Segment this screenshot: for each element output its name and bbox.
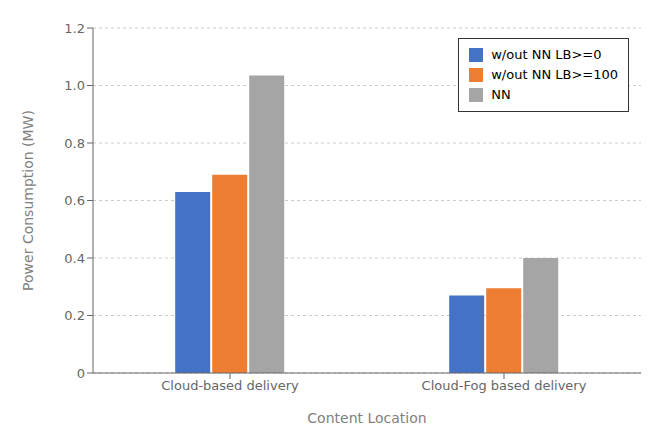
html-text:NN: NN <box>491 87 511 102</box>
svg-text:Content Location: Content Location <box>307 410 426 426</box>
svg-text:Cloud-Fog based delivery: Cloud-Fog based delivery <box>422 378 587 393</box>
svg-text:0: 0 <box>77 366 85 381</box>
svg-text:0.4: 0.4 <box>64 251 85 266</box>
svg-text:Power Consumption (MW): Power Consumption (MW) <box>20 110 36 291</box>
svg-text:0.2: 0.2 <box>64 308 85 323</box>
svg-text:1.2: 1.2 <box>64 21 85 36</box>
svg-text:Cloud-based delivery: Cloud-based delivery <box>161 378 299 393</box>
svg-text:0.6: 0.6 <box>64 193 85 208</box>
html-text:w/out NN LB>=100: w/out NN LB>=100 <box>491 67 618 82</box>
svg-text:1.0: 1.0 <box>64 78 85 93</box>
html-text:w/out NN LB>=0: w/out NN LB>=0 <box>491 47 602 62</box>
svg-text:0.8: 0.8 <box>64 136 85 151</box>
